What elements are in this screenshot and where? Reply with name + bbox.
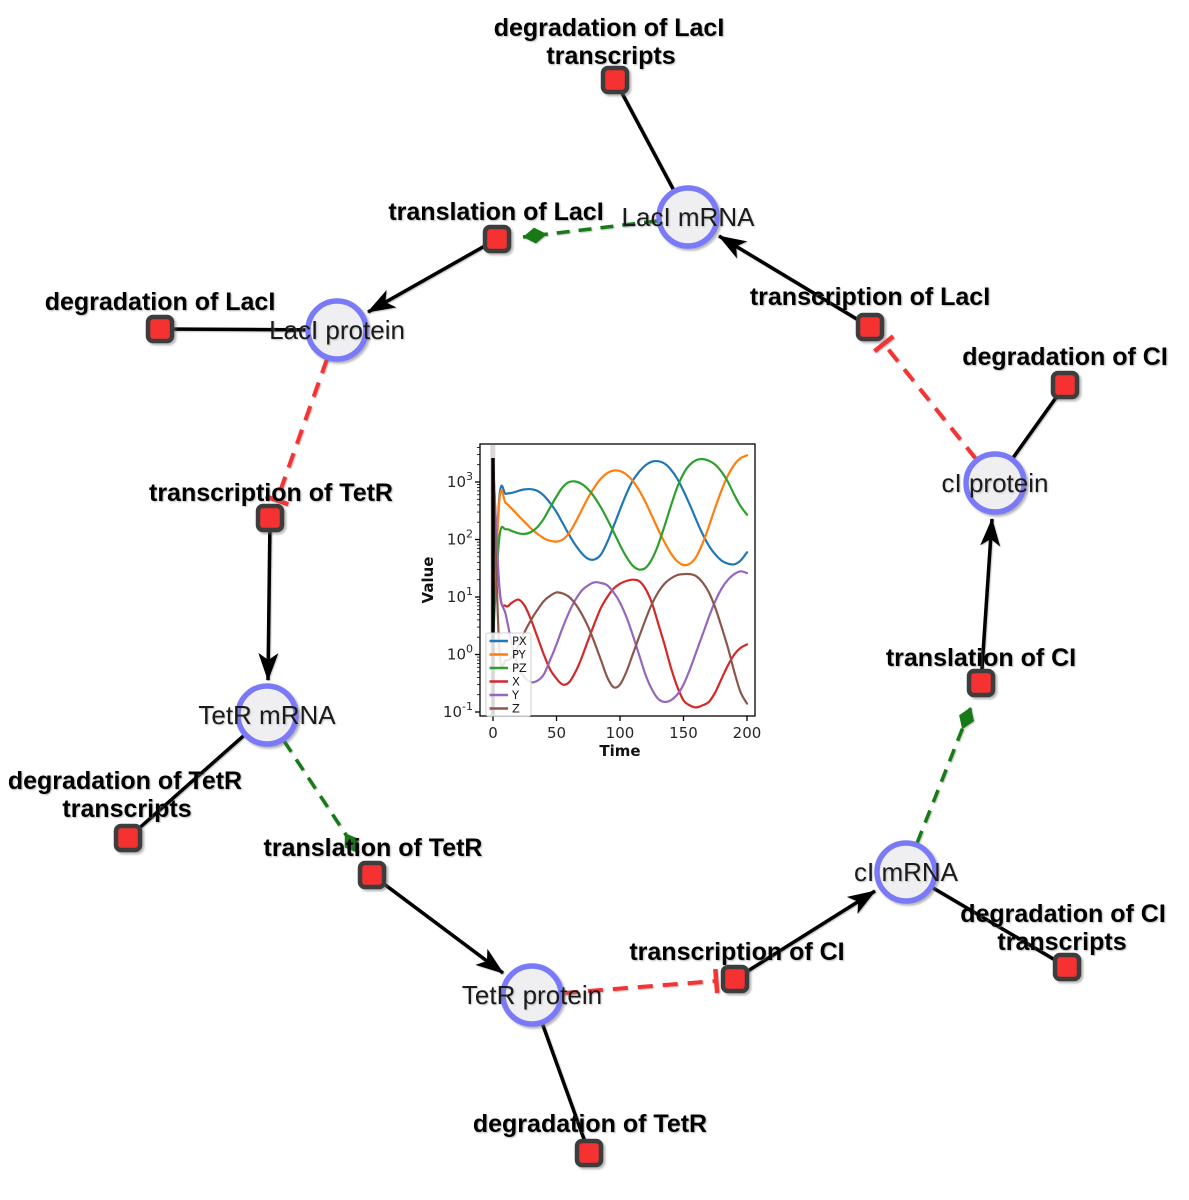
y-tick-label: 103 (447, 470, 473, 491)
reaction-node-degradation-ci-transcripts[interactable] (1052, 952, 1082, 982)
reaction-label: degradation of LacI (494, 14, 725, 42)
species-label: LacI protein (269, 315, 405, 345)
y-tick-label: 101 (447, 585, 473, 606)
legend-label-Z: Z (512, 702, 520, 716)
reaction-label: translation of CI (886, 644, 1076, 672)
x-tick-label: 0 (488, 724, 498, 742)
reaction-label: translation of TetR (264, 834, 483, 862)
reaction-label: degradation of CI (960, 900, 1166, 928)
legend-label-X: X (512, 675, 520, 689)
reaction-label: transcripts (62, 795, 191, 823)
y-tick-label: 102 (447, 528, 473, 549)
y-axis-label: Value (419, 557, 437, 604)
edge-translation-ci-to-ci-protein (979, 518, 1001, 684)
reaction-label: transcription of TetR (149, 479, 393, 507)
species-node-laci-protein[interactable] (305, 298, 369, 362)
reaction-node-degradation-laci-transcripts[interactable] (600, 65, 630, 95)
chart-series-Y (491, 458, 749, 704)
species-label: TetR protein (462, 980, 602, 1010)
reaction-node-degradation-laci[interactable] (145, 314, 175, 344)
reaction-node-degradation-ci[interactable] (1050, 370, 1080, 400)
inhibition-edges (264, 334, 978, 995)
labels: degradation of LacI transcripts translat… (8, 14, 1168, 1138)
legend-label-Y: Y (511, 688, 520, 702)
reaction-node-degradation-tetr[interactable] (574, 1138, 604, 1168)
product-edges (258, 234, 1001, 981)
species-node-laci-mrna[interactable] (656, 185, 720, 249)
legend-label-PY: PY (512, 648, 527, 662)
edge-transcription-laci-to-laci-mrna (718, 234, 871, 329)
reaction-label: degradation of TetR (473, 1110, 707, 1138)
species-node-tetr-protein[interactable] (500, 963, 564, 1027)
edge-tetr-mrna-modifies-translation-tetr (282, 740, 360, 854)
chart-series-PX (491, 459, 749, 639)
edge-tetr-protein-inhibits-transcription-ci (562, 968, 720, 995)
species-label: cI protein (942, 468, 1049, 498)
reaction-label: transcription of LacI (750, 283, 990, 311)
modifier-edges (282, 219, 975, 854)
x-tick-label: 100 (606, 724, 635, 742)
chart-series-X (491, 458, 749, 709)
edge-ci-mrna-modifies-translation-ci (915, 706, 975, 844)
reaction-node-translation-laci[interactable] (482, 224, 512, 254)
legend-label-PX: PX (512, 634, 527, 648)
x-tick-label: 50 (547, 724, 566, 742)
edge-translation-tetr-to-tetr-protein (370, 873, 505, 975)
y-tick-label: 100 (447, 643, 473, 664)
species-label: TetR mRNA (198, 700, 336, 730)
edge-transcription-tetr-to-tetr-mrna (258, 517, 279, 681)
edge-laci-mrna-modifies-translation-laci (522, 219, 658, 244)
reaction-node-degradation-tetr-transcripts[interactable] (113, 823, 143, 853)
reaction-node-transcription-ci[interactable] (720, 964, 750, 994)
species-node-ci-mrna[interactable] (874, 840, 938, 904)
legend-label-PZ: PZ (512, 661, 527, 675)
reaction-node-translation-tetr[interactable] (357, 860, 387, 890)
reaction-nodes (113, 65, 1082, 1168)
chart-series-Z (491, 458, 749, 705)
species-nodes (235, 185, 1027, 1027)
reaction-label: transcripts (997, 928, 1126, 956)
species-label: cI mRNA (854, 857, 959, 887)
reaction-label: degradation of TetR (8, 767, 242, 795)
x-axis-label: Time (599, 742, 640, 760)
x-tick-label: 200 (733, 724, 762, 742)
edge-transcription-ci-to-ci-mrna (734, 889, 876, 981)
reaction-label: degradation of LacI (45, 288, 276, 316)
reaction-label: translation of LacI (388, 198, 603, 226)
chart-series-PZ (491, 457, 749, 639)
species-label: LacI mRNA (622, 202, 756, 232)
reaction-node-transcription-tetr[interactable] (255, 503, 285, 533)
reaction-label: transcripts (546, 42, 675, 70)
reaction-label: transcription of CI (629, 938, 844, 966)
reaction-node-transcription-laci[interactable] (855, 312, 885, 342)
y-tick-label: 10-1 (443, 700, 473, 721)
edge-translation-laci-to-laci-protein (367, 237, 498, 314)
reaction-label: degradation of CI (962, 343, 1168, 371)
species-node-tetr-mrna[interactable] (235, 683, 299, 747)
species-node-ci-protein[interactable] (963, 451, 1027, 515)
x-tick-label: 150 (669, 724, 698, 742)
reaction-node-translation-ci[interactable] (966, 668, 996, 698)
